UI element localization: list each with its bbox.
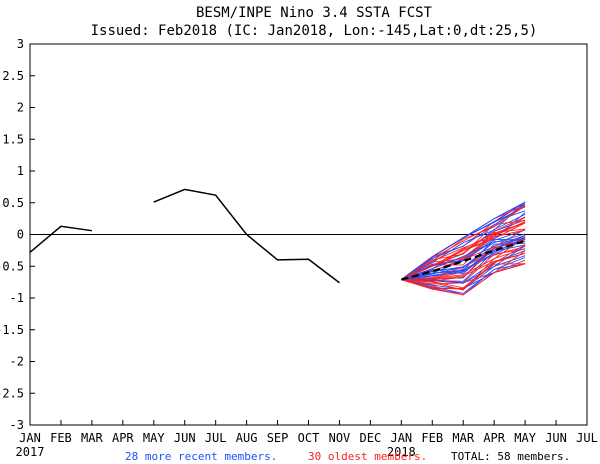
x-tick-label: MAR — [452, 431, 474, 445]
y-tick-label: -1 — [10, 291, 24, 305]
plot-frame — [29, 43, 588, 426]
y-tick-label: -0.5 — [0, 259, 24, 273]
chart-subtitle: Issued: Feb2018 (IC: Jan2018, Lon:-145,L… — [91, 23, 538, 39]
x-tick-label: APR — [483, 431, 505, 445]
legend-oldest-members: 30 oldest members. — [308, 450, 427, 463]
observed-line — [29, 225, 92, 253]
oldest-member-line — [401, 219, 526, 280]
recent-member-line — [401, 238, 526, 281]
y-tick-label: 2.5 — [2, 69, 24, 83]
oldest-member-line — [401, 221, 526, 280]
recent-member-line — [401, 201, 526, 280]
ensemble-members — [401, 201, 526, 296]
y-tick-label: -2.5 — [0, 386, 24, 400]
x-tick-label: JUL — [205, 431, 227, 445]
oldest-member-line — [401, 216, 526, 281]
x-tick-label: JUN — [545, 431, 567, 445]
chart-title: BESM/INPE Nino 3.4 SSTA FCST — [196, 5, 433, 21]
x-tick-label: AUG — [236, 431, 258, 445]
y-tick-label: -3 — [10, 418, 24, 432]
year-label: 2018 — [387, 445, 416, 459]
x-tick-label: JUN — [174, 431, 196, 445]
oldest-member-line — [401, 263, 526, 296]
y-tick-label: 2 — [17, 101, 24, 115]
x-tick-label: MAY — [143, 431, 165, 445]
x-tick-label: DEC — [360, 431, 382, 445]
year-label: 2017 — [16, 445, 45, 459]
x-tick-label: JUL — [576, 431, 598, 445]
legend-total-members: TOTAL: 58 members. — [451, 450, 570, 463]
x-tick-label: JAN — [390, 431, 412, 445]
x-tick-label: FEB — [50, 431, 72, 445]
x-tick-label: OCT — [298, 431, 320, 445]
x-tick-label: APR — [112, 431, 134, 445]
x-axis-ticks: JAN FEB MAR APR MAY JUN JUL AUG SEP OCT NOV DEC JAN F… — [16, 420, 598, 459]
recent-member-line — [401, 239, 526, 281]
x-tick-label: MAY — [514, 431, 536, 445]
oldest-member-line — [401, 238, 526, 282]
x-tick-label: SEP — [267, 431, 289, 445]
legend-recent-members: 28 more recent members. — [125, 450, 277, 463]
x-tick-label: FEB — [421, 431, 443, 445]
x-tick-label: MAR — [81, 431, 103, 445]
y-tick-label: 1 — [17, 164, 24, 178]
y-tick-label: 0 — [17, 228, 24, 242]
y-tick-label: 1.5 — [2, 132, 24, 146]
y-tick-label: 3 — [17, 37, 24, 51]
oldest-member-line — [401, 252, 526, 290]
recent-member-line — [401, 201, 526, 280]
recent-member-line — [401, 238, 526, 281]
observed-series — [29, 188, 340, 284]
recent-member-line — [401, 233, 526, 281]
y-tick-label: -2 — [10, 355, 24, 369]
x-tick-label: JAN — [19, 431, 41, 445]
observed-line — [153, 188, 340, 284]
recent-member-line — [401, 203, 526, 280]
y-tick-label: -1.5 — [0, 323, 24, 337]
oldest-member-line — [401, 248, 526, 291]
footer-legend: 28 more recent members. 30 oldest member… — [125, 450, 570, 463]
recent-member-line — [401, 236, 526, 281]
y-tick-label: 0.5 — [2, 196, 24, 210]
x-tick-label: NOV — [329, 431, 351, 445]
